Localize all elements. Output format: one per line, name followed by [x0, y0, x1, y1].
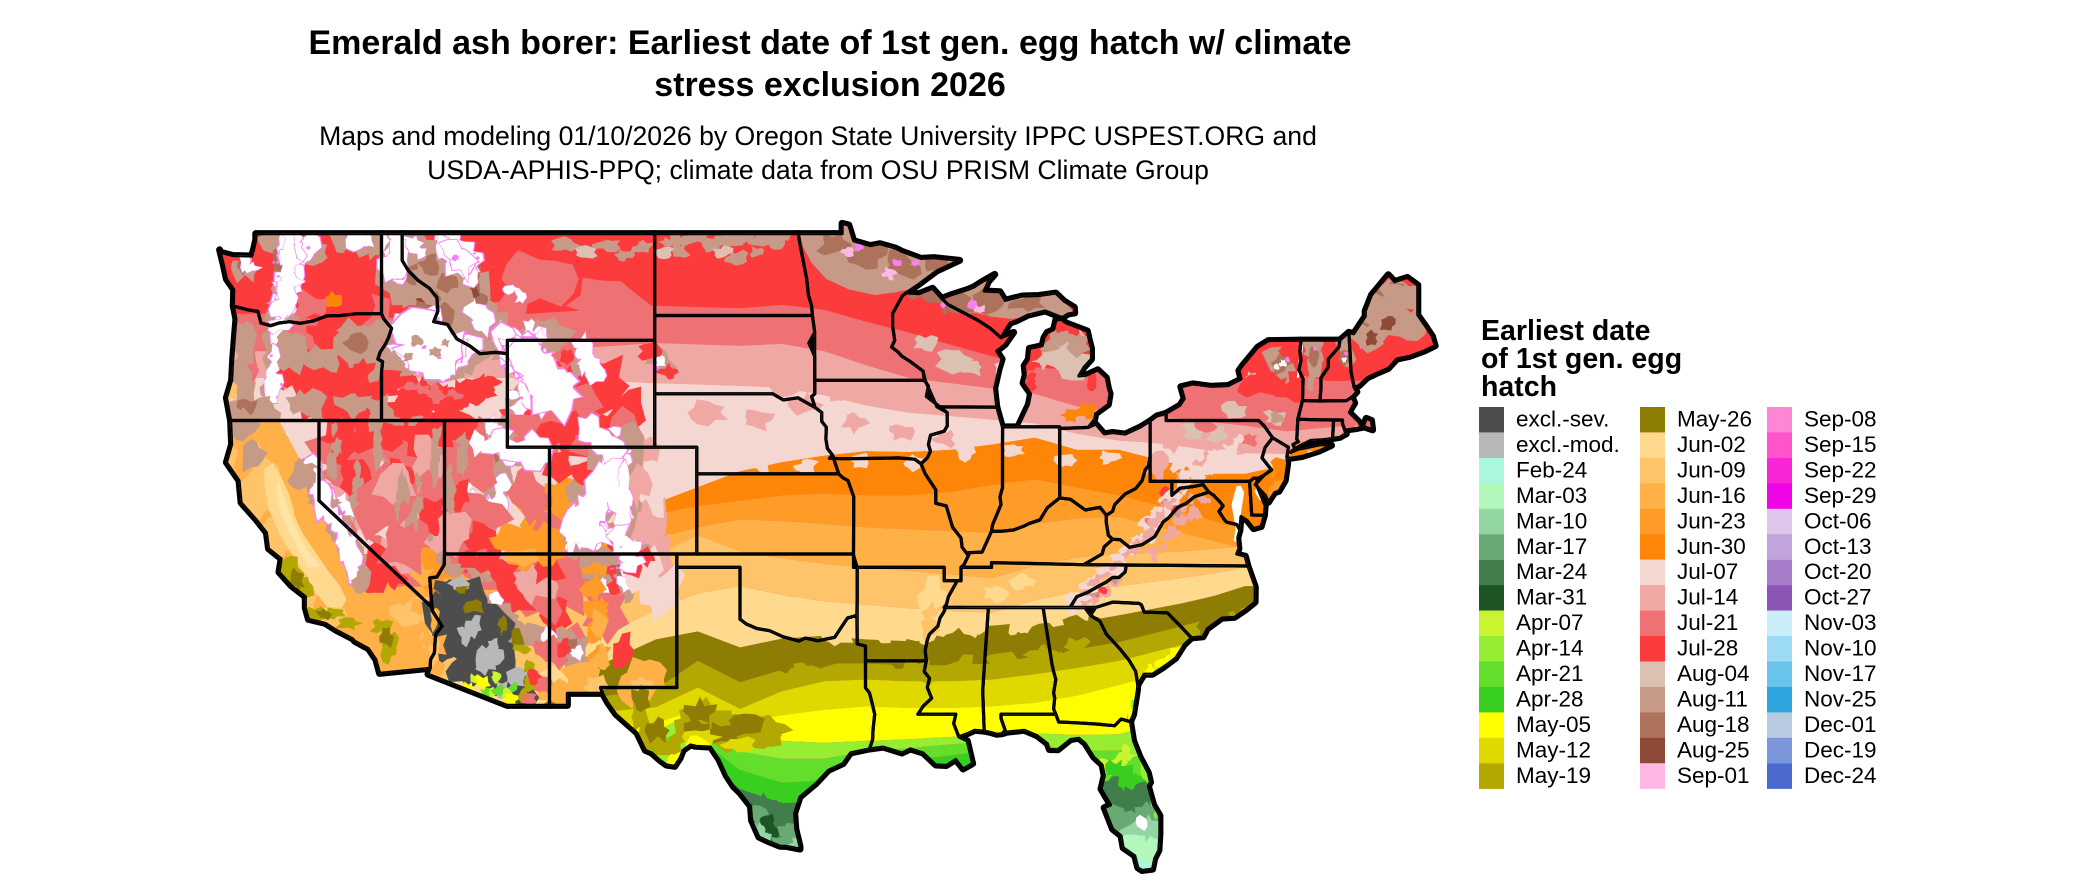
svg-text:Jun-16: Jun-16: [1677, 483, 1746, 508]
svg-text:Dec-24: Dec-24: [1804, 763, 1877, 788]
svg-text:Dec-19: Dec-19: [1804, 737, 1877, 762]
svg-text:Sep-29: Sep-29: [1804, 483, 1877, 508]
svg-text:Sep-08: Sep-08: [1804, 407, 1877, 432]
svg-text:May-19: May-19: [1516, 763, 1591, 788]
svg-text:Aug-04: Aug-04: [1677, 661, 1750, 686]
svg-text:Jul-14: Jul-14: [1677, 585, 1738, 610]
svg-text:Jun-09: Jun-09: [1677, 457, 1746, 482]
svg-text:Jul-21: Jul-21: [1677, 610, 1738, 635]
svg-text:Apr-14: Apr-14: [1516, 636, 1584, 661]
svg-text:excl.-sev.: excl.-sev.: [1516, 407, 1609, 432]
svg-text:Jul-28: Jul-28: [1677, 636, 1738, 661]
svg-text:hatch: hatch: [1481, 371, 1557, 403]
svg-text:Oct-20: Oct-20: [1804, 559, 1872, 584]
svg-text:Jul-07: Jul-07: [1677, 559, 1738, 584]
svg-text:Sep-15: Sep-15: [1804, 432, 1877, 457]
svg-text:Aug-11: Aug-11: [1677, 687, 1748, 712]
svg-text:Dec-01: Dec-01: [1804, 712, 1877, 737]
svg-text:Earliest date: Earliest date: [1481, 315, 1651, 347]
svg-text:Oct-13: Oct-13: [1804, 534, 1872, 559]
svg-text:Jun-02: Jun-02: [1677, 432, 1746, 457]
svg-text:Mar-03: Mar-03: [1516, 483, 1587, 508]
svg-text:Mar-17: Mar-17: [1516, 534, 1587, 559]
svg-text:May-26: May-26: [1677, 407, 1752, 432]
svg-text:Oct-27: Oct-27: [1804, 585, 1872, 610]
svg-text:Aug-18: Aug-18: [1677, 712, 1750, 737]
svg-text:Apr-28: Apr-28: [1516, 687, 1584, 712]
svg-text:Mar-24: Mar-24: [1516, 559, 1587, 584]
svg-text:Feb-24: Feb-24: [1516, 457, 1587, 482]
svg-text:Nov-03: Nov-03: [1804, 610, 1877, 635]
svg-text:excl.-mod.: excl.-mod.: [1516, 432, 1620, 457]
svg-text:May-12: May-12: [1516, 737, 1591, 762]
svg-text:Aug-25: Aug-25: [1677, 737, 1750, 762]
svg-text:Sep-01: Sep-01: [1677, 763, 1750, 788]
svg-text:Jun-30: Jun-30: [1677, 534, 1746, 559]
svg-text:Mar-10: Mar-10: [1516, 508, 1587, 533]
svg-text:Nov-10: Nov-10: [1804, 636, 1877, 661]
svg-text:Nov-17: Nov-17: [1804, 661, 1877, 686]
svg-text:Oct-06: Oct-06: [1804, 508, 1872, 533]
svg-text:of 1st gen. egg: of 1st gen. egg: [1481, 343, 1682, 375]
svg-text:Apr-07: Apr-07: [1516, 610, 1584, 635]
svg-text:Jun-23: Jun-23: [1677, 508, 1746, 533]
svg-text:Nov-25: Nov-25: [1804, 687, 1877, 712]
svg-text:Mar-31: Mar-31: [1516, 585, 1587, 610]
svg-text:May-05: May-05: [1516, 712, 1591, 737]
svg-text:Sep-22: Sep-22: [1804, 457, 1877, 482]
svg-text:Apr-21: Apr-21: [1516, 661, 1584, 686]
